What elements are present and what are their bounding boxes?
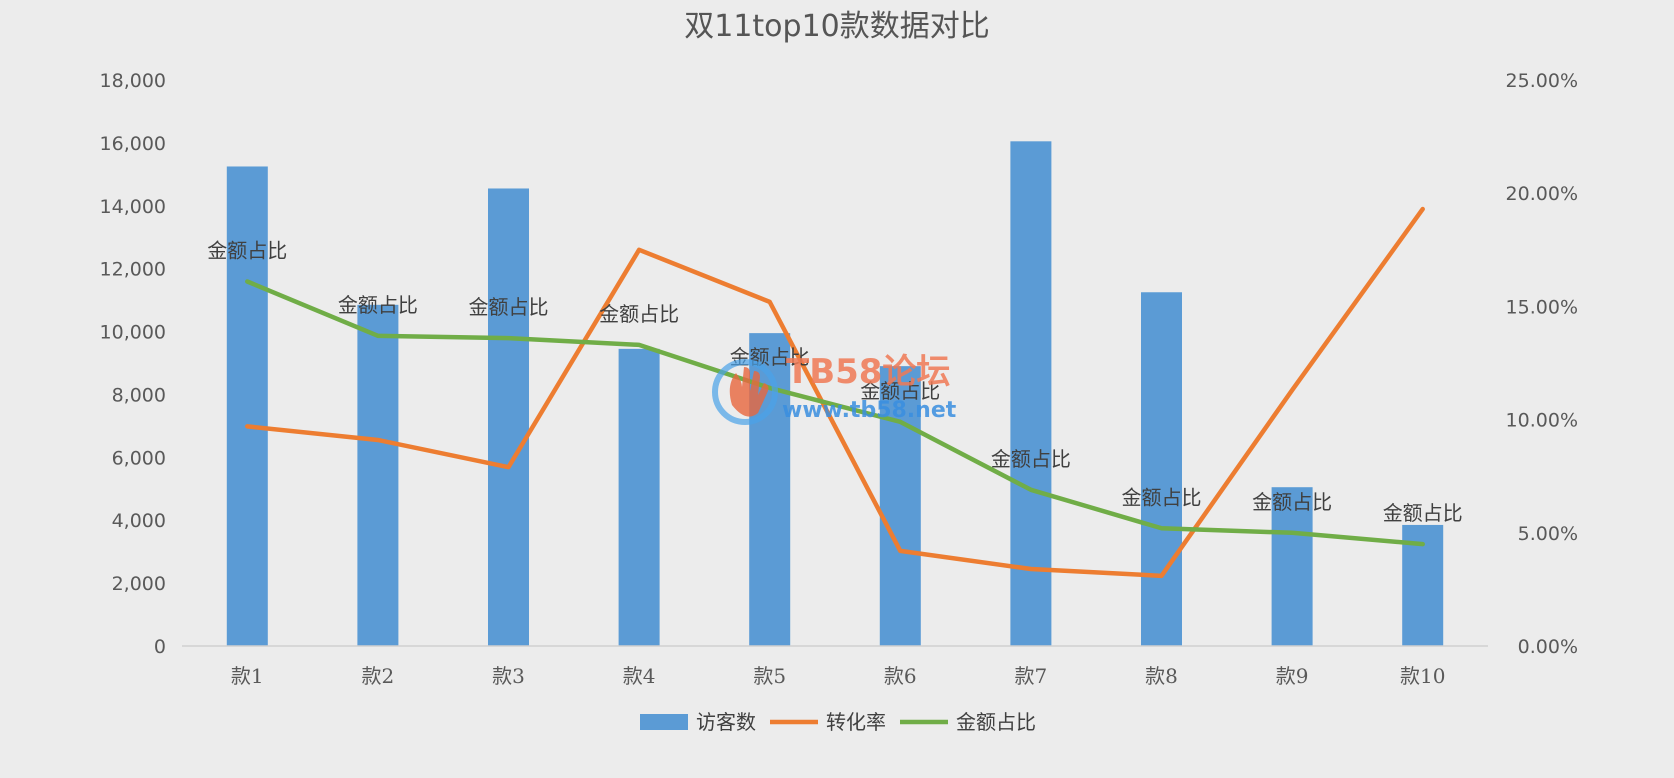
left-tick-label: 16,000: [100, 133, 166, 155]
left-tick-label: 14,000: [100, 196, 166, 218]
left-axis: 0 2,000 4,000 6,000 8,000 10,000 12,000 14,000 1…: [100, 70, 166, 658]
right-tick-label: 15.00%: [1506, 296, 1578, 318]
legend-label: 金额占比: [956, 710, 1036, 734]
legend-label: 访客数: [696, 710, 756, 734]
hand-logo-icon: [712, 359, 778, 425]
bar: [226, 166, 268, 646]
category-label: 款1: [231, 664, 264, 688]
bar: [618, 348, 660, 646]
data-label: 金额占比: [1252, 490, 1332, 514]
series-line: [245, 279, 1425, 547]
data-label: 金额占比: [599, 302, 679, 326]
data-label: 金额占比: [860, 379, 940, 403]
legend: 访客数 转化率 金额占比: [640, 710, 1036, 734]
category-label: 款9: [1276, 664, 1309, 688]
category-axis: 款1 款2 款3 款4 款5 款6 款7 款8 款9 款10: [231, 664, 1445, 688]
watermark: TB58论坛 www.tb58.net: [712, 352, 957, 425]
series-line: [245, 206, 1425, 579]
right-tick-label: 25.00%: [1506, 70, 1578, 92]
category-label: 款8: [1145, 664, 1178, 688]
data-label: 金额占比: [991, 447, 1071, 471]
left-tick-label: 6,000: [112, 447, 166, 469]
right-tick-label: 10.00%: [1506, 410, 1578, 432]
data-label: 金额占比: [207, 238, 287, 262]
bar: [357, 304, 399, 646]
data-label: 金额占比: [1122, 485, 1202, 509]
bar: [1010, 141, 1052, 647]
left-tick-label: 8,000: [112, 384, 166, 406]
bar: [488, 188, 529, 646]
watermark-url: www.tb58.net: [782, 398, 957, 423]
right-tick-label: 0.00%: [1518, 636, 1578, 658]
watermark-title: TB58论坛: [786, 352, 950, 392]
category-label: 款10: [1400, 664, 1445, 688]
bar: [1271, 487, 1313, 646]
bar: [879, 366, 921, 646]
data-label: 金额占比: [469, 295, 549, 319]
left-tick-label: 18,000: [100, 70, 166, 92]
category-label: 款6: [884, 664, 917, 688]
right-tick-label: 20.00%: [1506, 183, 1578, 205]
category-label: 款7: [1015, 664, 1048, 688]
data-label: 金额占比: [338, 293, 418, 317]
category-label: 款3: [492, 664, 525, 688]
category-label: 款4: [623, 664, 656, 688]
data-label: 金额占比: [1383, 501, 1463, 525]
line-series: [245, 206, 1425, 579]
legend-swatch: [640, 714, 688, 730]
chart-title: 双11top10款数据对比: [684, 9, 990, 44]
left-tick-label: 2,000: [112, 573, 166, 595]
legend-label: 转化率: [826, 710, 886, 734]
left-tick-label: 10,000: [100, 322, 166, 344]
category-label: 款2: [362, 664, 395, 688]
left-tick-label: 12,000: [100, 259, 166, 281]
left-tick-label: 4,000: [112, 510, 166, 532]
bar-series: [226, 141, 1444, 647]
category-label: 款5: [753, 664, 786, 688]
right-tick-label: 5.00%: [1518, 523, 1578, 545]
right-axis: 0.00% 5.00% 10.00% 15.00% 20.00% 25.00%: [1506, 70, 1578, 658]
left-tick-label: 0: [154, 636, 166, 658]
bar: [1141, 292, 1182, 646]
